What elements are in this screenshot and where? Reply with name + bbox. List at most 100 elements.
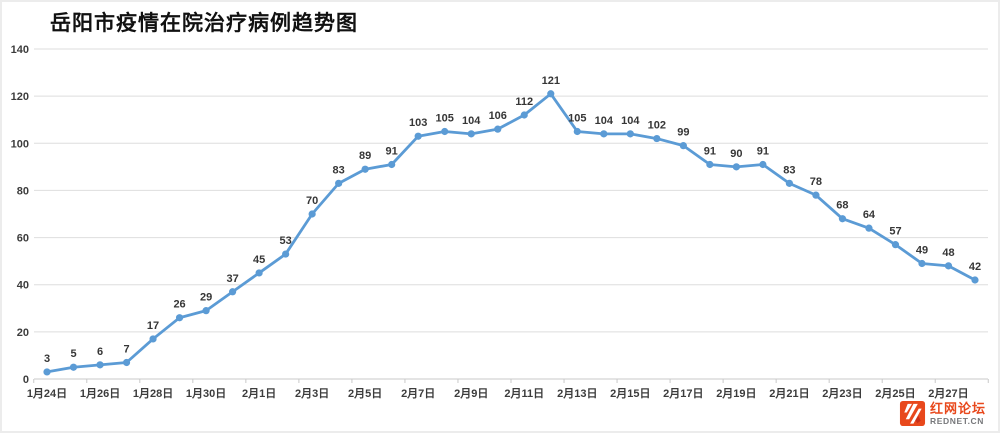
y-axis-label: 120 — [11, 91, 29, 103]
chart-title: 岳阳市疫情在院治疗病例趋势图 — [50, 11, 358, 35]
x-axis-label: 2月17日 — [663, 387, 703, 400]
data-point — [547, 90, 555, 98]
data-point — [812, 191, 820, 199]
data-label: 105 — [436, 113, 454, 125]
data-label: 105 — [568, 113, 586, 125]
rednet-watermark-text: 红网论坛 REDNET.CN — [930, 402, 986, 426]
data-label: 7 — [123, 344, 129, 356]
data-point — [361, 165, 369, 173]
data-label: 49 — [916, 245, 928, 257]
data-label: 17 — [147, 320, 159, 332]
data-point — [388, 160, 396, 169]
data-point — [732, 163, 740, 171]
data-point — [69, 363, 78, 371]
y-axis-label: 40 — [17, 280, 29, 292]
data-point — [149, 335, 157, 343]
data-label: 53 — [280, 235, 292, 247]
x-axis-label: 2月15日 — [610, 387, 650, 400]
data-point — [335, 179, 343, 187]
data-label: 91 — [704, 146, 716, 158]
x-axis-label: 1月26日 — [80, 387, 120, 400]
data-point — [679, 142, 687, 150]
watermark-site-name: 红网论坛 — [929, 400, 986, 416]
x-axis-label: 2月13日 — [557, 387, 597, 400]
data-point — [308, 210, 316, 218]
data-point — [520, 111, 528, 119]
data-label: 5 — [70, 348, 76, 360]
data-point — [573, 127, 581, 136]
data-point — [43, 368, 51, 376]
data-label: 91 — [757, 146, 769, 158]
data-point — [918, 259, 926, 268]
x-axis-label: 1月24日 — [27, 387, 67, 400]
data-label: 83 — [783, 164, 795, 176]
data-label: 6 — [97, 346, 103, 358]
data-label: 89 — [359, 150, 371, 162]
data-label: 121 — [542, 75, 560, 87]
data-label: 106 — [489, 110, 507, 122]
y-axis-label: 20 — [17, 327, 29, 339]
x-axis-label: 2月21日 — [769, 387, 809, 400]
data-label: 68 — [836, 200, 848, 212]
data-label: 78 — [810, 176, 822, 188]
data-point — [626, 130, 634, 138]
data-label: 70 — [306, 195, 318, 207]
x-axis-label: 2月9日 — [454, 387, 488, 400]
x-axis-label: 2月1日 — [242, 387, 276, 400]
y-axis-label: 100 — [11, 138, 29, 150]
data-label: 26 — [173, 299, 185, 311]
data-label: 104 — [595, 115, 614, 127]
data-label: 83 — [333, 164, 345, 176]
x-axis-label: 2月27日 — [928, 387, 968, 400]
data-point — [282, 250, 290, 258]
data-point — [971, 276, 979, 284]
y-axis-label: 60 — [17, 233, 29, 245]
x-axis-label: 1月28日 — [133, 387, 173, 400]
data-label: 29 — [200, 292, 212, 304]
x-axis-label: 2月5日 — [348, 387, 382, 400]
y-axis-label: 0 — [23, 374, 29, 386]
data-label: 99 — [677, 127, 689, 139]
data-point — [759, 160, 767, 169]
trend-line — [45, 92, 977, 374]
data-label: 104 — [621, 115, 640, 127]
data-point — [229, 288, 237, 296]
data-label: 90 — [730, 148, 742, 160]
data-point — [175, 314, 184, 322]
data-label: 37 — [226, 273, 238, 285]
data-label: 57 — [889, 226, 901, 238]
data-point — [202, 307, 210, 315]
data-point — [494, 125, 502, 133]
data-label: 91 — [386, 146, 398, 158]
watermark-site-url: REDNET.CN — [929, 415, 985, 426]
data-point — [414, 132, 422, 140]
data-label: 45 — [253, 254, 265, 266]
data-label: 103 — [409, 117, 427, 129]
data-point — [122, 358, 131, 367]
rednet-watermark: 红网论坛 REDNET.CN — [899, 400, 986, 427]
data-point — [96, 361, 104, 369]
data-point — [706, 160, 714, 169]
data-point — [653, 134, 661, 143]
data-label: 102 — [648, 120, 666, 132]
data-label: 104 — [462, 115, 481, 127]
data-label: 42 — [969, 261, 981, 273]
data-point — [255, 269, 263, 277]
data-point — [865, 224, 873, 232]
x-axis-label: 2月23日 — [822, 387, 862, 400]
data-label: 112 — [515, 96, 533, 108]
data-point — [891, 241, 900, 249]
x-axis-label: 2月7日 — [401, 387, 435, 400]
data-point — [785, 179, 794, 187]
x-axis-label: 1月30日 — [186, 387, 226, 400]
data-point — [467, 130, 475, 138]
x-axis-label: 2月25日 — [875, 387, 915, 400]
y-axis-label: 140 — [11, 44, 29, 56]
data-label: 48 — [942, 247, 954, 259]
x-axis-label: 2月19日 — [716, 387, 756, 400]
y-axis-label: 80 — [17, 185, 29, 197]
x-axis-label: 2月3日 — [295, 387, 329, 400]
x-axis-label: 2月11日 — [504, 387, 544, 400]
